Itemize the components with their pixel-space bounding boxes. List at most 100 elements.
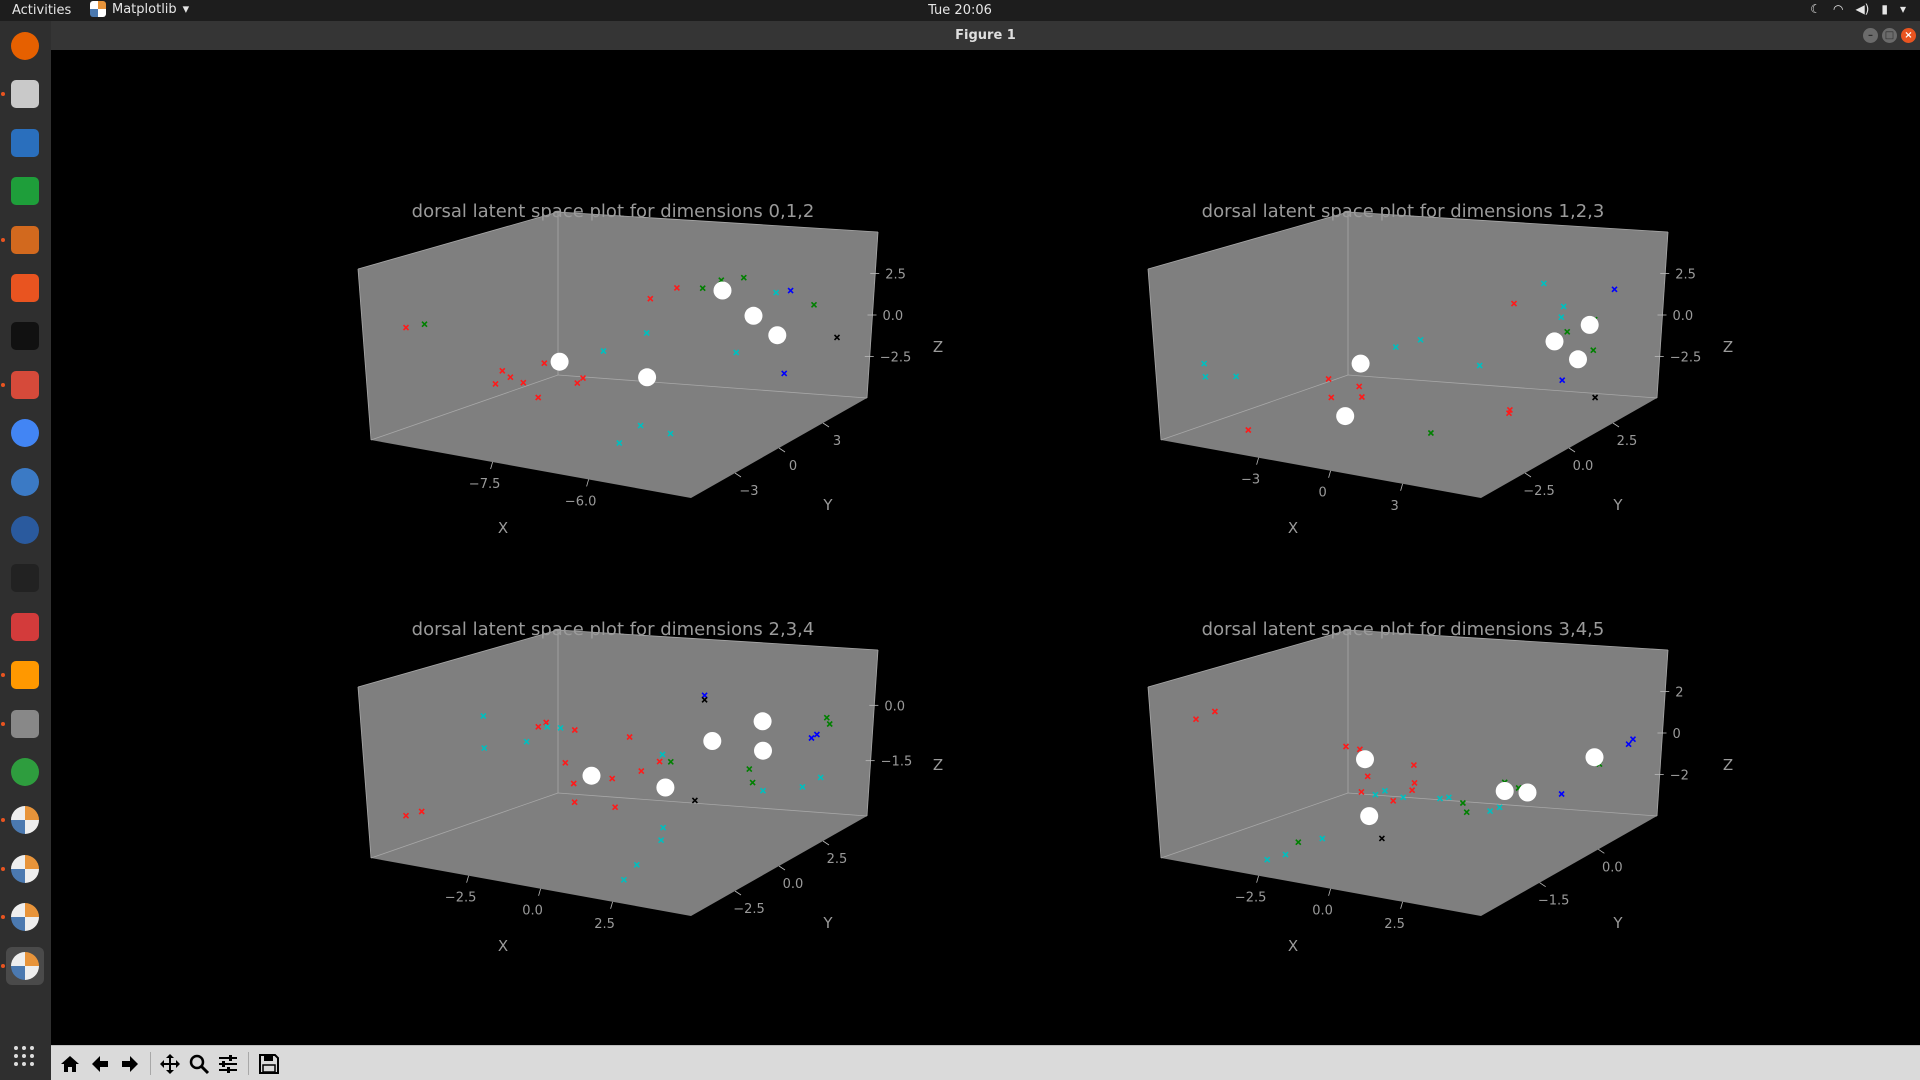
dock-item-chrome[interactable] bbox=[6, 414, 44, 452]
data-point-cyan bbox=[620, 876, 627, 883]
data-point-cyan bbox=[1392, 344, 1399, 351]
data-point-black bbox=[701, 696, 708, 703]
dock-item-matplotlib-3[interactable] bbox=[6, 898, 44, 936]
data-point-cyan bbox=[1487, 808, 1494, 815]
forward-button[interactable] bbox=[116, 1050, 144, 1077]
data-point-cyan bbox=[1445, 794, 1452, 801]
clock[interactable]: Tue 20:06 bbox=[928, 3, 992, 18]
globe-app-icon bbox=[11, 467, 39, 496]
left-pane bbox=[1148, 630, 1348, 858]
z-tick-label: 0 bbox=[1673, 727, 1681, 742]
minimize-button[interactable]: – bbox=[1863, 28, 1878, 43]
centroid-point bbox=[1585, 748, 1604, 767]
data-point-red bbox=[570, 780, 577, 787]
floor-pane bbox=[371, 375, 867, 498]
data-point-blue bbox=[1629, 736, 1637, 743]
data-point-cyan bbox=[557, 724, 564, 731]
dock-item-inkscape[interactable] bbox=[6, 317, 44, 355]
data-point-red bbox=[638, 768, 645, 775]
battery-icon: ▮ bbox=[1881, 2, 1888, 16]
firefox-icon bbox=[11, 32, 39, 60]
dock-item-libreoffice-calc[interactable] bbox=[6, 172, 44, 210]
chart-title: dorsal latent space plot for dimensions … bbox=[412, 201, 815, 222]
data-point-black bbox=[1592, 394, 1599, 401]
centroid-point bbox=[1545, 332, 1564, 351]
dock-item-sublime-text[interactable] bbox=[6, 656, 44, 694]
data-point-blue bbox=[1611, 286, 1618, 293]
centroid-point bbox=[1495, 782, 1514, 800]
centroid-point bbox=[1356, 750, 1374, 769]
centroid-point bbox=[582, 766, 601, 785]
activities-button[interactable]: Activities bbox=[12, 3, 72, 18]
data-point-cyan bbox=[1202, 373, 1209, 380]
data-point-red bbox=[1506, 406, 1513, 413]
figure-canvas[interactable]: dorsal latent space plot for dimensions … bbox=[51, 50, 1920, 1045]
back-button[interactable] bbox=[86, 1050, 114, 1077]
window-titlebar[interactable]: Figure 1 – □ × bbox=[51, 21, 1920, 50]
dock-item-printer[interactable] bbox=[6, 705, 44, 743]
data-point-red bbox=[571, 726, 578, 734]
top-bar: Activities Matplotlib ▾ Tue 20:06 ☾ ◠ ◀)… bbox=[0, 0, 1920, 21]
data-point-cyan bbox=[600, 347, 607, 355]
dock-item-matplotlib-1[interactable] bbox=[6, 801, 44, 839]
app-menu[interactable]: Matplotlib ▾ bbox=[90, 1, 189, 17]
dock-item-libreoffice-impress[interactable] bbox=[6, 221, 44, 259]
data-point-blue bbox=[1558, 790, 1565, 798]
dock-item-software-center[interactable] bbox=[6, 269, 44, 307]
centroid-point bbox=[703, 732, 722, 750]
x-tick-label: 3 bbox=[1390, 499, 1398, 514]
configure-subplots-button[interactable] bbox=[214, 1050, 242, 1077]
dock-item-firefox[interactable] bbox=[6, 27, 44, 65]
data-point-cyan bbox=[799, 783, 806, 790]
centroid-point bbox=[753, 712, 772, 731]
y-axis-label: Y bbox=[1612, 496, 1623, 514]
dock-item-libreoffice-writer[interactable] bbox=[6, 124, 44, 162]
y-tick-label: 0.0 bbox=[1602, 860, 1623, 875]
centroid-point bbox=[768, 326, 787, 345]
data-point-cyan bbox=[1381, 787, 1388, 794]
matplotlib-2-icon bbox=[11, 854, 39, 883]
data-point-black bbox=[1378, 835, 1385, 842]
close-button[interactable]: × bbox=[1901, 28, 1916, 43]
dock-item-matplotlib-2[interactable] bbox=[6, 850, 44, 888]
dock bbox=[0, 21, 51, 1080]
show-applications-button[interactable] bbox=[12, 1044, 36, 1068]
data-point-red bbox=[1510, 300, 1518, 307]
floor-pane bbox=[1161, 793, 1657, 916]
dock-item-globe-app[interactable] bbox=[6, 463, 44, 501]
data-point-blue bbox=[808, 734, 815, 742]
data-point-cyan bbox=[481, 745, 488, 752]
pan-button[interactable] bbox=[156, 1050, 184, 1077]
x-axis-label: X bbox=[498, 937, 508, 955]
dock-item-matplotlib-4[interactable] bbox=[6, 946, 44, 985]
y-axis-label: Y bbox=[822, 496, 833, 514]
y-tick-label: 0.0 bbox=[783, 877, 804, 892]
zoom-button[interactable] bbox=[185, 1050, 213, 1077]
data-point-cyan bbox=[643, 329, 650, 337]
data-point-red bbox=[571, 799, 578, 806]
dock-item-settings-tool[interactable] bbox=[6, 366, 44, 404]
dock-item-editor[interactable] bbox=[6, 608, 44, 646]
save-button[interactable] bbox=[255, 1050, 283, 1077]
data-point-green bbox=[740, 274, 747, 281]
data-point-cyan bbox=[658, 837, 665, 844]
data-point-red bbox=[574, 380, 581, 387]
data-point-red bbox=[1211, 708, 1218, 715]
navigation-toolbar bbox=[51, 1045, 1920, 1080]
dock-item-leaf-app[interactable] bbox=[6, 753, 44, 791]
maximize-button[interactable]: □ bbox=[1882, 28, 1897, 43]
z-axis-label: Z bbox=[933, 756, 943, 774]
centroid-point bbox=[1336, 407, 1355, 426]
data-point-red bbox=[579, 375, 587, 382]
dock-item-terminal[interactable] bbox=[6, 559, 44, 597]
data-point-green bbox=[1427, 429, 1434, 437]
system-tray[interactable]: ☾ ◠ ◀) ▮ ▾ bbox=[1810, 2, 1906, 16]
data-point-cyan bbox=[1436, 795, 1444, 802]
z-tick-label: 0.0 bbox=[1673, 309, 1694, 324]
data-point-cyan bbox=[1282, 851, 1289, 858]
home-button[interactable] bbox=[56, 1050, 84, 1077]
dock-item-files[interactable] bbox=[6, 75, 44, 113]
dock-item-globe-app-2[interactable] bbox=[6, 511, 44, 549]
data-point-green bbox=[1295, 839, 1302, 846]
z-tick-label: 2.5 bbox=[1675, 268, 1696, 283]
